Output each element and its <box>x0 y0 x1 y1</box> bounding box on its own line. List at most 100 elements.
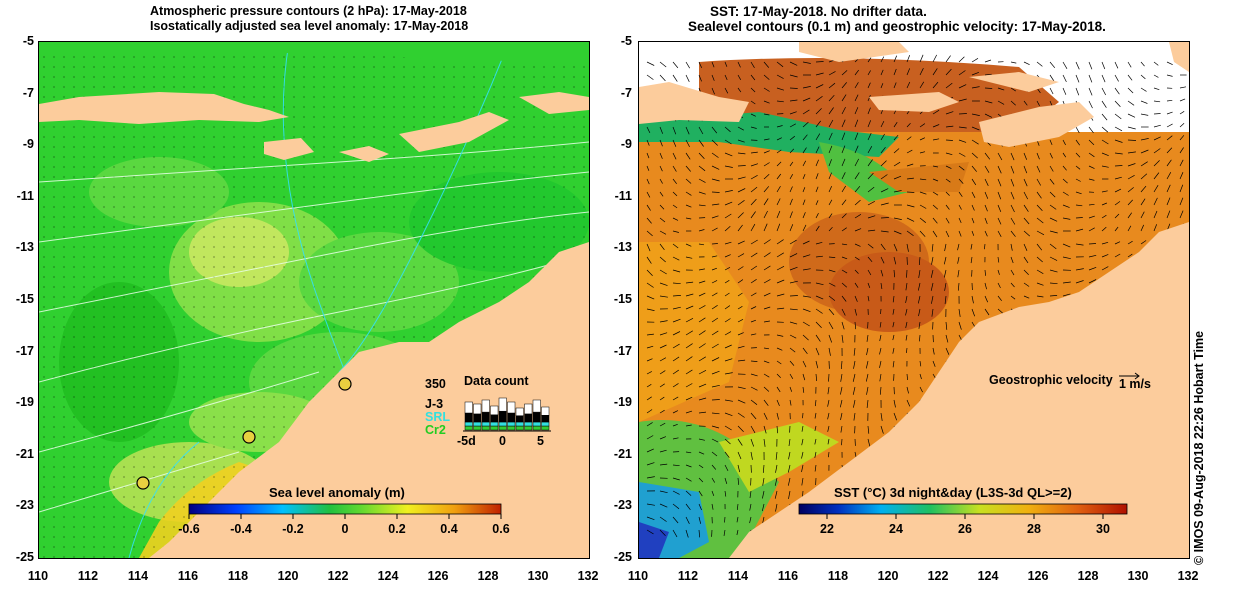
velocity-arrow <box>1166 135 1173 141</box>
velocity-arrow <box>698 343 706 349</box>
velocity-arrow <box>1140 198 1146 206</box>
velocity-arrow <box>867 132 872 141</box>
velocity-arrow <box>1010 178 1015 187</box>
velocity-arrow <box>698 74 702 82</box>
y-tick-label: -17 <box>613 343 632 358</box>
velocity-arrow <box>802 386 805 393</box>
velocity-arrow <box>776 137 782 141</box>
velocity-arrow <box>1127 163 1136 167</box>
velocity-arrow <box>931 256 934 265</box>
velocity-arrow <box>906 347 908 354</box>
velocity-arrow <box>814 412 817 419</box>
velocity-arrow <box>815 308 823 314</box>
y-tick-label: -25 <box>613 550 632 564</box>
histogram-bar <box>490 421 499 427</box>
velocity-arrow <box>880 56 885 63</box>
velocity-arrow <box>932 165 939 168</box>
histogram-bar <box>498 425 507 431</box>
velocity-arrow <box>1062 256 1071 260</box>
velocity-arrow <box>880 217 889 219</box>
histogram-bar <box>507 401 516 414</box>
velocity-arrow <box>1140 224 1145 232</box>
velocity-arrow <box>1075 204 1083 207</box>
histogram-bar <box>473 403 482 415</box>
velocity-arrow <box>1036 191 1042 199</box>
velocity-arrow <box>1049 282 1058 285</box>
velocity-arrow <box>789 148 795 154</box>
velocity-arrow <box>1010 295 1016 300</box>
velocity-arrow <box>1127 187 1134 193</box>
velocity-arrow <box>750 373 758 377</box>
velocity-arrow <box>971 139 979 145</box>
velocity-arrow <box>1049 74 1055 82</box>
velocity-arrow <box>646 384 652 388</box>
velocity-arrow <box>945 178 951 183</box>
velocity-arrow <box>711 87 715 95</box>
histogram-bar <box>541 406 550 416</box>
velocity-arrow <box>711 451 718 457</box>
velocity-arrow <box>828 145 833 154</box>
velocity-arrow <box>854 243 861 247</box>
velocity-arrow <box>997 152 1003 161</box>
velocity-arrow <box>945 82 953 89</box>
velocity-arrow <box>932 124 940 128</box>
histogram-bar <box>507 412 516 423</box>
velocity-arrow <box>789 386 793 392</box>
velocity-arrow <box>802 109 810 115</box>
velocity-arrow <box>646 476 655 479</box>
velocity-arrow <box>1101 113 1108 121</box>
velocity-arrow <box>815 61 824 63</box>
velocity-arrow <box>1023 191 1029 200</box>
velocity-arrow <box>905 295 908 303</box>
velocity-arrow <box>750 451 753 460</box>
velocity-arrow <box>893 217 902 220</box>
velocity-arrow <box>698 529 701 538</box>
velocity-arrow <box>763 252 771 258</box>
velocity-arrow <box>945 111 954 115</box>
velocity-arrow <box>919 230 926 237</box>
x-tick-label: 124 <box>377 569 399 583</box>
velocity-arrow <box>750 412 757 420</box>
x-tick-label: 126 <box>1027 569 1049 583</box>
velocity-arrow <box>659 370 666 375</box>
velocity-arrow <box>685 477 692 482</box>
velocity-arrow <box>1036 295 1044 298</box>
velocity-arrow <box>932 347 935 355</box>
velocity-arrow <box>867 57 872 63</box>
velocity-arrow <box>685 61 691 69</box>
velocity-arrow <box>1075 74 1080 83</box>
histogram-bar <box>541 425 550 431</box>
velocity-arrow <box>737 188 746 193</box>
velocity-arrow <box>971 58 979 63</box>
velocity-arrow <box>763 138 770 141</box>
velocity-arrow <box>1049 152 1053 159</box>
histogram-bar <box>515 425 524 431</box>
velocity-arrow <box>724 254 731 258</box>
velocity-arrow <box>1140 61 1145 67</box>
velocity-arrow <box>840 386 843 395</box>
velocity-arrow <box>971 152 978 159</box>
x-tick-label: 128 <box>477 569 499 583</box>
velocity-arrow <box>1036 243 1043 251</box>
velocity-arrow <box>1075 191 1082 195</box>
velocity-arrow <box>750 399 758 405</box>
velocity-arrow <box>893 230 902 235</box>
velocity-arrow <box>906 149 913 154</box>
velocity-arrow <box>787 464 791 473</box>
velocity-arrow <box>945 139 953 141</box>
velocity-arrow <box>776 399 780 407</box>
velocity-arrow <box>867 243 874 249</box>
velocity-arrow <box>1088 279 1097 284</box>
velocity-arrow <box>828 132 833 141</box>
velocity-arrow <box>776 373 781 379</box>
velocity-arrow <box>815 96 823 102</box>
velocity-arrow <box>711 61 715 68</box>
velocity-arrow <box>724 516 726 523</box>
y-tick-label: -13 <box>613 240 632 255</box>
velocity-arrow <box>1010 152 1015 161</box>
velocity-arrow <box>685 490 692 496</box>
velocity-arrow <box>958 191 963 197</box>
velocity-arrow <box>867 269 872 276</box>
velocity-arrow <box>724 464 729 472</box>
velocity-arrow <box>880 308 882 315</box>
